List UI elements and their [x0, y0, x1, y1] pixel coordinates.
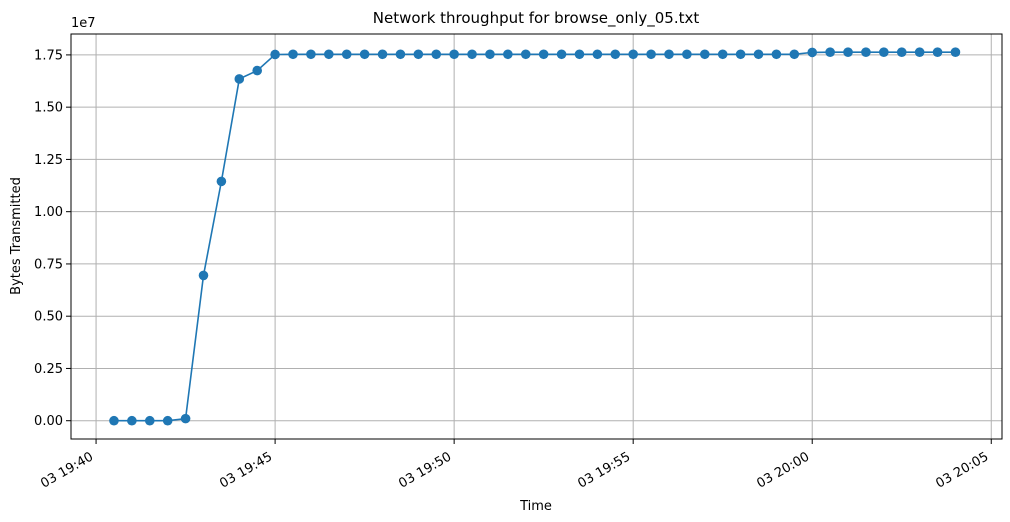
y-offset-label: 1e7: [71, 16, 96, 31]
data-point: [699, 49, 710, 60]
x-axis-label: Time: [519, 499, 552, 514]
y-tick-label: 1.75: [34, 48, 63, 63]
y-tick-label: 1.25: [34, 153, 63, 168]
data-point: [198, 270, 209, 281]
y-axis-label: Bytes Transmitted: [9, 177, 24, 295]
y-tick-label: 0.50: [34, 310, 63, 325]
data-point: [216, 176, 227, 187]
data-point: [950, 47, 961, 57]
x-tick-label: 03 19:55: [575, 449, 633, 491]
x-tick-label: 03 20:05: [933, 449, 991, 491]
data-point: [485, 49, 495, 60]
data-point: [825, 47, 835, 57]
data-point: [592, 49, 603, 60]
data-point: [789, 49, 800, 60]
data-point: [377, 49, 388, 60]
data-point: [717, 49, 728, 60]
data-point: [449, 49, 459, 60]
data-point: [628, 49, 638, 60]
data-point: [610, 49, 621, 60]
data-point: [270, 49, 280, 60]
plot-area-frame: [70, 33, 1003, 440]
data-point: [306, 49, 316, 60]
data-point: [413, 49, 424, 60]
data-point: [932, 47, 943, 57]
data-point: [144, 415, 155, 426]
data-point: [288, 49, 298, 60]
data-point: [520, 49, 531, 60]
x-tick-label: 03 19:45: [217, 449, 275, 491]
y-tick-label: 1.50: [34, 101, 63, 116]
series-layer: [109, 47, 961, 426]
data-point: [180, 413, 191, 424]
x-tick-label: 03 19:40: [38, 449, 96, 491]
data-point: [431, 49, 442, 60]
data-point: [556, 49, 567, 60]
data-point: [807, 47, 818, 58]
data-point: [914, 47, 925, 57]
data-point: [359, 49, 370, 60]
data-point: [252, 65, 262, 76]
x-axis: 03 19:40 03 19:45 03 19:50 03 19:55 03 20:00…: [38, 439, 992, 492]
data-point: [162, 415, 173, 426]
data-point: [234, 74, 245, 84]
data-point: [109, 415, 119, 426]
data-point: [843, 47, 853, 57]
x-tick-label: 03 19:50: [396, 449, 454, 491]
data-point: [861, 47, 871, 57]
y-tick-label: 0.25: [34, 362, 63, 377]
y-tick-label: 1.00: [34, 205, 63, 220]
y-axis: 0.00 0.25 0.50 0.75 1.00 1.25 1.50 1.75: [34, 48, 71, 429]
data-point: [735, 49, 746, 60]
data-point: [753, 49, 764, 60]
data-point: [771, 49, 782, 60]
y-tick-label: 0.00: [34, 414, 63, 429]
data-point: [324, 49, 334, 60]
data-point: [538, 49, 549, 60]
x-tick-label: 03 20:00: [754, 449, 812, 491]
y-tick-label: 0.75: [34, 257, 63, 272]
data-point: [896, 47, 907, 57]
data-point: [682, 49, 692, 60]
data-point: [879, 47, 889, 57]
data-point: [341, 49, 352, 60]
data-point: [395, 49, 406, 60]
data-point: [503, 49, 513, 60]
data-point: [467, 49, 477, 60]
chart-title: Network throughput for browse_only_05.tx…: [373, 9, 700, 28]
data-point: [646, 49, 656, 60]
data-point: [574, 49, 585, 60]
data-point: [664, 49, 674, 60]
data-point: [127, 415, 137, 426]
